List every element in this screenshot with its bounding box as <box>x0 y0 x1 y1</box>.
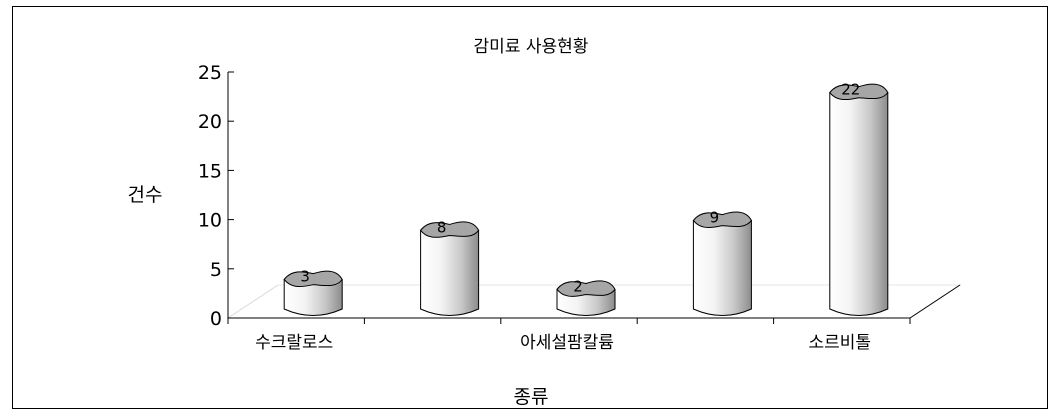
bar: 3 <box>283 267 343 316</box>
bar-body <box>692 219 752 316</box>
bar: 8 <box>419 218 480 316</box>
y-axis-label: 건수 <box>128 184 163 206</box>
x-axis-label: 종류 <box>514 386 549 408</box>
y-tick-label: 0 <box>210 308 222 330</box>
bar-top <box>692 211 752 228</box>
bar-top <box>283 270 343 288</box>
y-tick-label: 25 <box>198 62 222 84</box>
bar: 22 <box>829 81 889 316</box>
bar-body <box>829 92 889 316</box>
bars: 3 8 2 9 22 <box>283 81 889 316</box>
chart-title: 감미료 사용현황 <box>474 37 589 57</box>
x-ticks: 수크랄로스 아세설팜칼륨 소르비톨 <box>227 318 911 353</box>
bar-top <box>419 221 480 238</box>
bar-value-label: 8 <box>437 218 447 236</box>
bar-value-label: 22 <box>841 81 860 99</box>
bar-value-label: 9 <box>710 208 720 226</box>
floor-depth-line <box>909 284 961 319</box>
x-tick-label: 소르비톨 <box>809 333 872 353</box>
bar: 2 <box>556 277 616 316</box>
bar-value-label: 3 <box>300 267 310 285</box>
y-tick-label: 15 <box>198 160 222 182</box>
y-ticks: 0 5 10 15 20 25 <box>198 62 234 330</box>
x-tick-label: 아세설팜칼륨 <box>520 333 614 353</box>
bar-top <box>556 280 616 297</box>
y-tick-label: 5 <box>210 259 222 281</box>
bar: 9 <box>692 208 752 316</box>
y-tick-label: 10 <box>198 210 222 232</box>
y-tick-label: 20 <box>198 111 222 133</box>
bar-body <box>420 229 480 316</box>
bar-value-label: 2 <box>573 277 583 295</box>
bar-body <box>283 278 343 316</box>
bar-top <box>829 83 889 101</box>
x-tick-label: 수크랄로스 <box>255 333 333 353</box>
